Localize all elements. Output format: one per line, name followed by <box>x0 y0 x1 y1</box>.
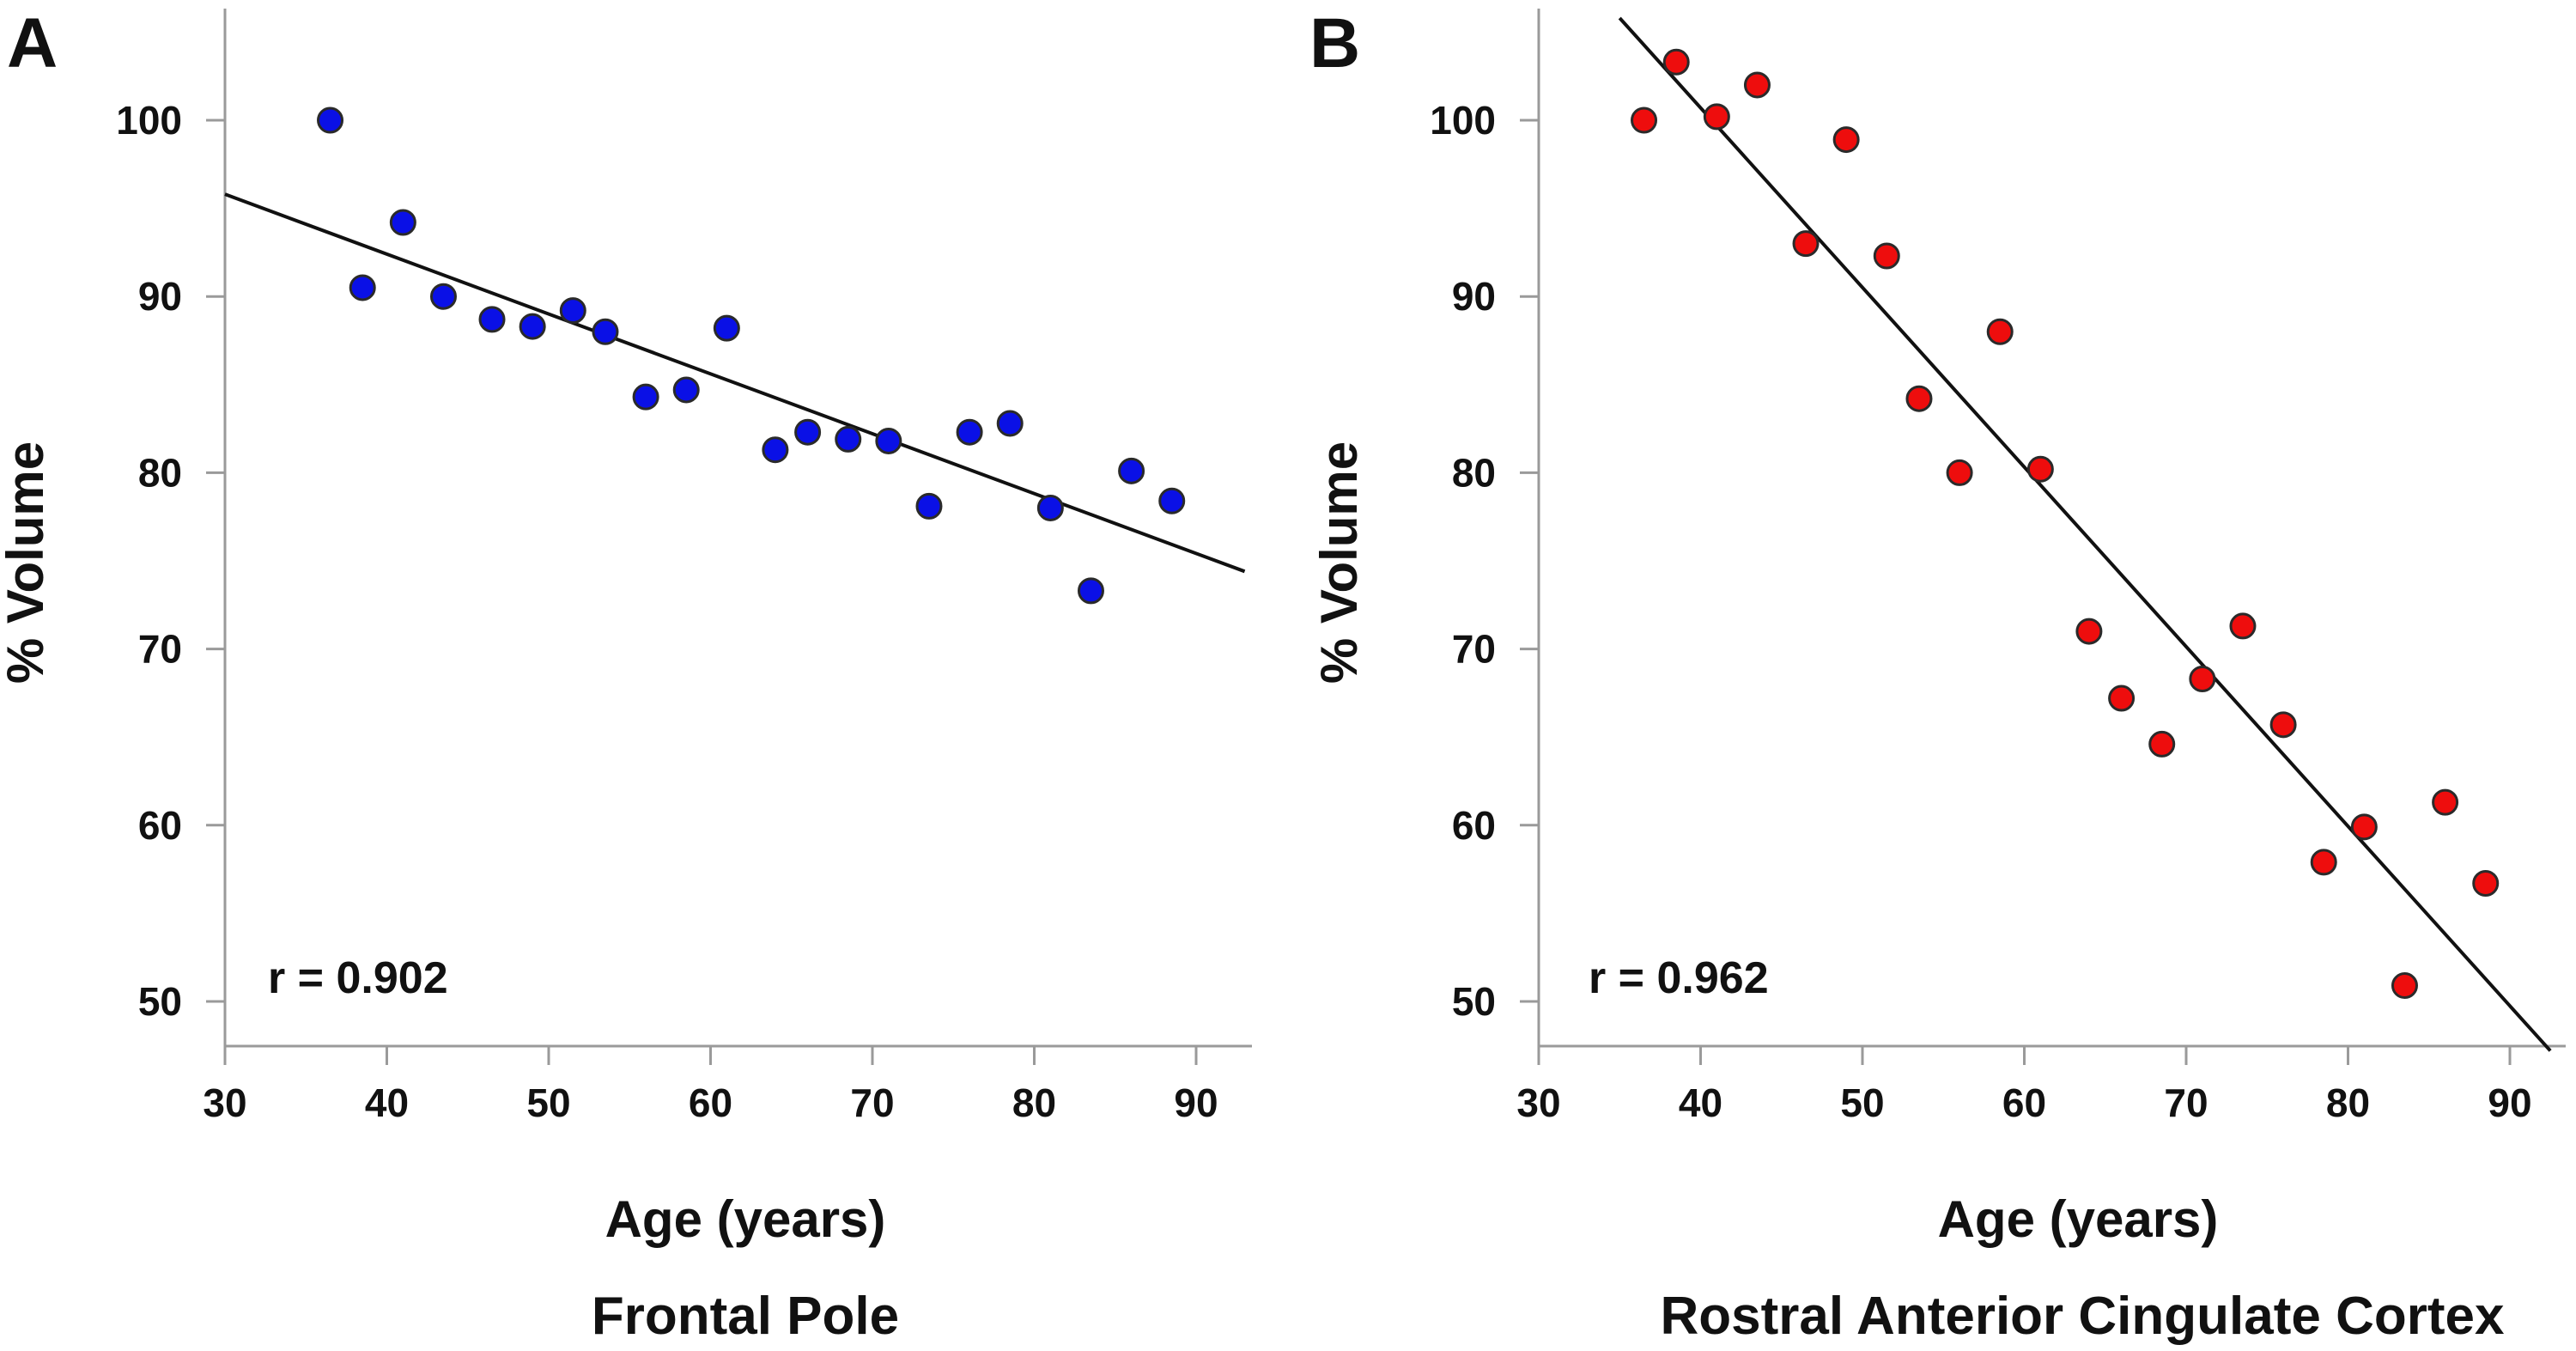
data-point <box>794 418 822 446</box>
panel-caption: Rostral Anterior Cingulate Cortex <box>1661 1287 2505 1346</box>
x-tick-label: 60 <box>689 1080 732 1125</box>
x-axis-label: Age (years) <box>605 1190 886 1248</box>
data-point <box>956 418 983 446</box>
data-point <box>1118 457 1145 484</box>
data-point <box>1158 487 1186 514</box>
data-point <box>2310 849 2337 876</box>
data-point <box>1743 71 1771 99</box>
data-point <box>1631 106 1658 134</box>
panel-letter: B <box>1309 4 1360 82</box>
data-point <box>592 318 619 345</box>
data-point <box>2229 612 2257 640</box>
x-tick-label: 70 <box>2164 1080 2208 1125</box>
x-tick-label: 30 <box>203 1080 246 1125</box>
data-point <box>2391 972 2418 1000</box>
data-point <box>1662 48 1690 76</box>
correlation-annotation: r = 0.962 <box>1589 953 1769 1003</box>
data-point <box>429 283 457 310</box>
correlation-annotation: r = 0.902 <box>268 953 448 1003</box>
y-axis-label: % Volume <box>0 441 54 684</box>
data-point <box>713 314 740 342</box>
x-tick-label: 40 <box>1679 1080 1722 1125</box>
y-tick-label: 50 <box>138 979 182 1024</box>
x-tick-label: 80 <box>1012 1080 1056 1125</box>
y-tick-label: 80 <box>138 450 182 495</box>
x-tick-label: 40 <box>365 1080 409 1125</box>
y-tick-label: 60 <box>138 803 182 848</box>
data-point <box>2269 711 2297 739</box>
x-tick-label: 70 <box>850 1080 894 1125</box>
data-point <box>672 376 700 404</box>
x-tick-label: 50 <box>1840 1080 1884 1125</box>
data-point <box>478 306 506 333</box>
y-tick-label: 70 <box>138 627 182 672</box>
data-point <box>2189 665 2216 692</box>
data-point <box>2075 618 2103 645</box>
x-tick-label: 90 <box>1174 1080 1218 1125</box>
panel-a: 30 40 50 60 70 80 90 50 60 70 80 90 100 Ar = 0.902 Age… <box>0 4 1252 1346</box>
data-point <box>2472 870 2500 898</box>
y-axis-label: % Volume <box>1310 441 1368 684</box>
regression-line <box>1618 16 2552 1052</box>
data-point <box>762 436 789 464</box>
y-tick-label: 50 <box>1452 979 1496 1024</box>
data-point <box>519 313 546 340</box>
data-point <box>915 492 943 520</box>
panel-caption: Frontal Pole <box>592 1287 899 1346</box>
data-point <box>2432 788 2459 816</box>
x-tick-label: 60 <box>2002 1080 2046 1125</box>
data-point <box>2350 813 2378 841</box>
y-tick-label: 100 <box>1430 98 1496 143</box>
data-point <box>875 427 902 454</box>
data-point <box>835 425 862 453</box>
data-point <box>389 209 416 236</box>
y-tick-label: 80 <box>1452 450 1496 495</box>
data-point <box>1792 230 1820 258</box>
data-point <box>559 297 586 325</box>
panel-letter: A <box>7 4 58 82</box>
data-point <box>996 410 1024 437</box>
data-point <box>1986 318 2014 345</box>
x-tick-label: 90 <box>2488 1080 2531 1125</box>
data-point <box>317 106 344 134</box>
data-point <box>2026 455 2054 483</box>
y-tick-label: 60 <box>1452 803 1496 848</box>
data-point <box>1703 103 1730 131</box>
data-point <box>1036 494 1064 521</box>
y-tick-label: 70 <box>1452 627 1496 672</box>
y-tick-label: 90 <box>138 274 182 319</box>
data-point <box>2148 730 2176 758</box>
regression-line <box>224 192 1246 574</box>
data-point <box>1946 459 1973 486</box>
data-point <box>1905 385 1933 412</box>
y-tick-label: 90 <box>1452 274 1496 319</box>
data-point <box>1873 242 1900 270</box>
data-point <box>349 274 376 301</box>
y-tick-label: 100 <box>116 98 182 143</box>
data-point <box>632 383 659 411</box>
x-tick-label: 80 <box>2326 1080 2370 1125</box>
x-axis-label: Age (years) <box>1938 1190 2219 1248</box>
x-tick-label: 50 <box>526 1080 570 1125</box>
panel-b: 30 40 50 60 70 80 90 50 60 70 80 90 100 Br = 0.962 Age… <box>1309 4 2566 1346</box>
data-point <box>2108 685 2136 712</box>
x-tick-label: 30 <box>1516 1080 1560 1125</box>
data-point <box>1832 126 1860 154</box>
data-point <box>1077 577 1104 605</box>
